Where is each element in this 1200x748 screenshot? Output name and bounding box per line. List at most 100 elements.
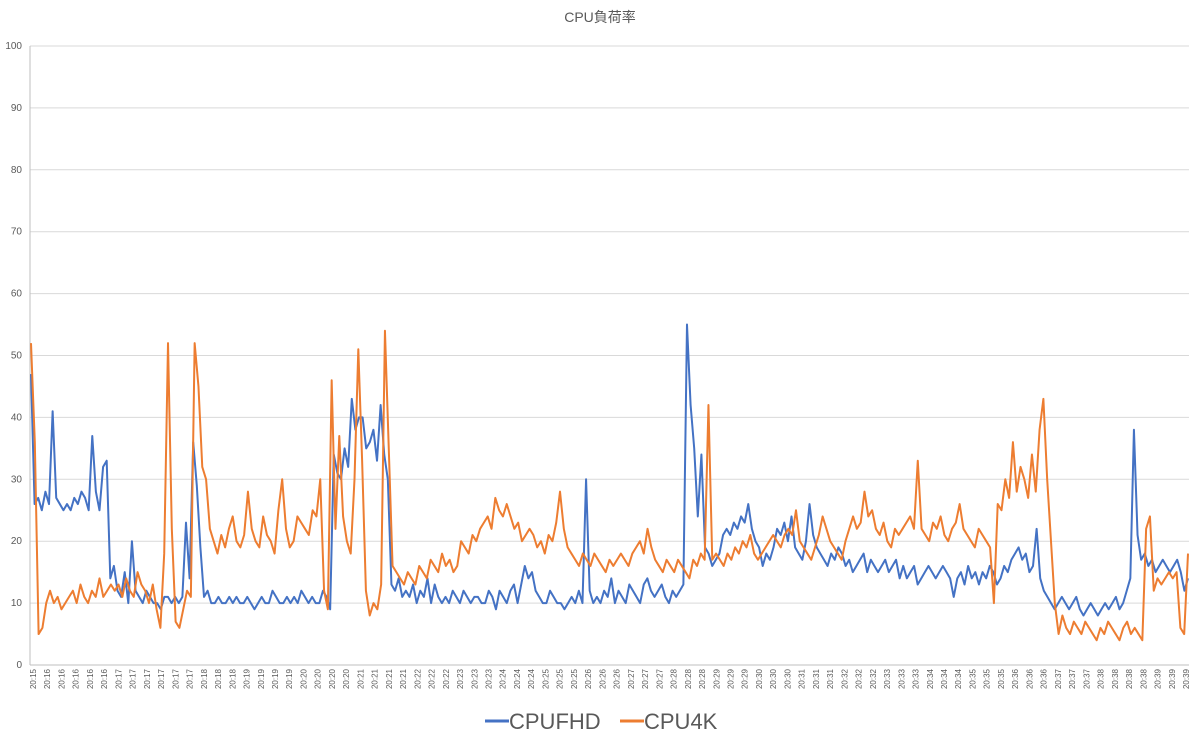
x-tick-label: 20:36 xyxy=(1025,668,1034,689)
x-tick-label: 20:19 xyxy=(257,668,266,689)
x-tick-label: 20:32 xyxy=(840,668,849,689)
legend-label-cpu4k: CPU4K xyxy=(644,709,718,734)
x-tick-label: 20:19 xyxy=(243,668,252,689)
x-tick-label: 20:26 xyxy=(598,668,607,689)
x-tick-label: 20:38 xyxy=(1125,668,1134,689)
x-tick-label: 20:30 xyxy=(769,668,778,689)
x-tick-label: 20:27 xyxy=(627,668,636,689)
y-tick-label: 90 xyxy=(11,103,23,114)
y-tick-label: 60 xyxy=(11,289,23,300)
chart-title: CPU負荷率 xyxy=(564,9,636,25)
x-tick-label: 20:23 xyxy=(485,668,494,689)
x-tick-label: 20:19 xyxy=(285,668,294,689)
y-tick-label: 20 xyxy=(11,536,23,547)
x-tick-label: 20:36 xyxy=(1040,668,1049,689)
x-tick-label: 20:33 xyxy=(912,668,921,689)
x-tick-label: 20:25 xyxy=(556,668,565,689)
y-axis-ticks: 0 10 20 30 40 50 60 70 80 90 100 xyxy=(5,41,22,671)
x-tick-label: 20:39 xyxy=(1182,668,1191,689)
x-tick-label: 20:35 xyxy=(997,668,1006,689)
x-tick-label: 20:21 xyxy=(399,668,408,689)
x-tick-label: 20:18 xyxy=(200,668,209,689)
x-tick-label: 20:34 xyxy=(940,668,949,689)
x-tick-label: 20:24 xyxy=(527,668,536,689)
x-tick-label: 20:37 xyxy=(1068,668,1077,689)
x-tick-label: 20:16 xyxy=(43,668,52,689)
x-tick-label: 20:17 xyxy=(171,668,180,689)
x-tick-label: 20:38 xyxy=(1097,668,1106,689)
x-tick-label: 20:20 xyxy=(314,668,323,689)
y-tick-label: 0 xyxy=(16,660,22,671)
y-tick-label: 70 xyxy=(11,227,23,238)
x-tick-label: 20:34 xyxy=(926,668,935,689)
x-tick-label: 20:28 xyxy=(670,668,679,689)
x-tick-label: 20:17 xyxy=(186,668,195,689)
x-tick-label: 20:17 xyxy=(143,668,152,689)
x-tick-label: 20:30 xyxy=(783,668,792,689)
x-tick-label: 20:15 xyxy=(29,668,38,689)
x-tick-label: 20:24 xyxy=(513,668,522,689)
x-tick-label: 20:17 xyxy=(114,668,123,689)
x-tick-label: 20:23 xyxy=(456,668,465,689)
x-tick-label: 20:22 xyxy=(442,668,451,689)
x-tick-label: 20:17 xyxy=(129,668,138,689)
x-tick-label: 20:18 xyxy=(228,668,237,689)
x-tick-label: 20:37 xyxy=(1054,668,1063,689)
x-tick-label: 20:35 xyxy=(983,668,992,689)
x-tick-label: 20:17 xyxy=(157,668,166,689)
x-axis-ticks: 20:15 20:16 20:16 20:16 20:16 20:16 20:17 20:17… xyxy=(29,668,1191,689)
legend: CPUFHD CPU4K xyxy=(485,709,718,734)
x-tick-label: 20:28 xyxy=(684,668,693,689)
x-tick-label: 20:35 xyxy=(968,668,977,689)
series-lines xyxy=(30,323,1189,642)
x-tick-label: 20:28 xyxy=(698,668,707,689)
y-tick-label: 10 xyxy=(11,598,23,609)
x-tick-label: 20:30 xyxy=(755,668,764,689)
x-tick-label: 20:21 xyxy=(385,668,394,689)
x-tick-label: 20:20 xyxy=(328,668,337,689)
x-tick-label: 20:31 xyxy=(798,668,807,689)
x-tick-label: 20:37 xyxy=(1082,668,1091,689)
x-tick-label: 20:16 xyxy=(86,668,95,689)
x-tick-label: 20:20 xyxy=(342,668,351,689)
x-tick-label: 20:39 xyxy=(1154,668,1163,689)
y-tick-label: 30 xyxy=(11,474,23,485)
x-tick-label: 20:16 xyxy=(57,668,66,689)
x-tick-label: 20:26 xyxy=(613,668,622,689)
x-tick-label: 20:25 xyxy=(541,668,550,689)
x-tick-label: 20:16 xyxy=(72,668,81,689)
x-tick-label: 20:16 xyxy=(100,668,109,689)
x-tick-label: 20:31 xyxy=(812,668,821,689)
x-tick-label: 20:25 xyxy=(570,668,579,689)
x-tick-label: 20:21 xyxy=(371,668,380,689)
x-tick-label: 20:29 xyxy=(712,668,721,689)
gridlines xyxy=(29,45,1189,666)
x-tick-label: 20:33 xyxy=(897,668,906,689)
x-tick-label: 20:32 xyxy=(869,668,878,689)
x-tick-label: 20:26 xyxy=(584,668,593,689)
x-tick-label: 20:38 xyxy=(1111,668,1120,689)
x-tick-label: 20:36 xyxy=(1011,668,1020,689)
x-tick-label: 20:31 xyxy=(826,668,835,689)
x-tick-label: 20:32 xyxy=(855,668,864,689)
y-tick-label: 50 xyxy=(11,351,23,362)
x-tick-label: 20:22 xyxy=(428,668,437,689)
y-tick-label: 40 xyxy=(11,412,23,423)
x-tick-label: 20:29 xyxy=(741,668,750,689)
series-line-cpu4k xyxy=(30,329,1189,642)
x-tick-label: 20:27 xyxy=(641,668,650,689)
y-tick-label: 100 xyxy=(5,41,22,52)
x-tick-label: 20:34 xyxy=(954,668,963,689)
x-tick-label: 20:20 xyxy=(299,668,308,689)
x-tick-label: 20:21 xyxy=(356,668,365,689)
x-tick-label: 20:18 xyxy=(214,668,223,689)
x-tick-label: 20:38 xyxy=(1139,668,1148,689)
x-tick-label: 20:22 xyxy=(413,668,422,689)
x-tick-label: 20:19 xyxy=(271,668,280,689)
y-tick-label: 80 xyxy=(11,165,23,176)
x-tick-label: 20:39 xyxy=(1168,668,1177,689)
x-tick-label: 20:24 xyxy=(499,668,508,689)
x-tick-label: 20:33 xyxy=(883,668,892,689)
x-tick-label: 20:29 xyxy=(726,668,735,689)
